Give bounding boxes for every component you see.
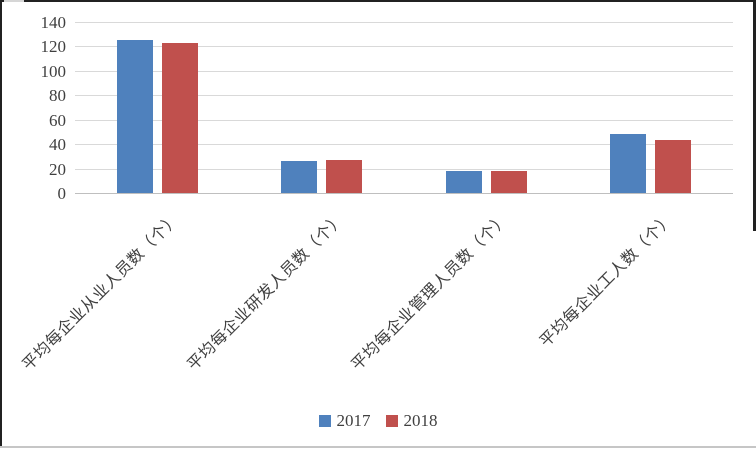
y-tick-label: 20 (49, 159, 66, 179)
gridline (75, 119, 733, 121)
bar-2018-category-2 (326, 160, 363, 193)
page-edge-top-gap (4, 0, 24, 2)
y-tick-label: 100 (40, 61, 67, 81)
legend-swatch-icon (385, 415, 398, 427)
y-tick-label: 80 (49, 86, 66, 106)
legend-label: 2017 (336, 411, 371, 430)
y-tick-label: 0 (57, 184, 67, 203)
bar-2018-category-1 (161, 42, 198, 193)
plot-area (75, 22, 733, 194)
gridline (75, 144, 733, 146)
page-bottom-rule (0, 446, 756, 448)
legend-label: 2018 (403, 411, 438, 430)
bar-2018-category-4 (655, 140, 692, 193)
y-tick-label: 140 (40, 13, 67, 32)
legend-swatch-icon (318, 415, 331, 427)
bar-2017-category-2 (281, 161, 318, 193)
chart-legend: 2017 2018 (0, 411, 756, 431)
page-edge-top (0, 0, 756, 2)
y-tick-label: 120 (40, 37, 67, 57)
bar-2018-category-3 (490, 171, 527, 193)
bar-2017-category-3 (445, 171, 482, 193)
gridline (75, 168, 733, 170)
page-edge-left (0, 0, 2, 447)
x-category-label: 平均每企业从业人员数（个） (19, 210, 184, 374)
x-category-label: 平均每企业工人数（个） (536, 210, 678, 351)
legend-item-2018: 2018 (385, 411, 438, 431)
gridline (75, 95, 733, 97)
y-tick-label: 40 (49, 135, 66, 155)
legend-item-2017: 2017 (318, 411, 371, 431)
gridline (75, 70, 733, 72)
gridline (75, 22, 733, 23)
x-category-label: 平均每企业研发人员数（个） (184, 210, 349, 374)
x-category-label: 平均每企业管理人员数（个） (348, 210, 513, 374)
bar-2017-category-4 (610, 134, 647, 193)
x-axis-line (75, 193, 733, 194)
page-edge-right (753, 0, 756, 231)
gridline (75, 46, 733, 48)
bar-2017-category-1 (116, 40, 153, 193)
y-tick-label: 60 (49, 110, 66, 130)
